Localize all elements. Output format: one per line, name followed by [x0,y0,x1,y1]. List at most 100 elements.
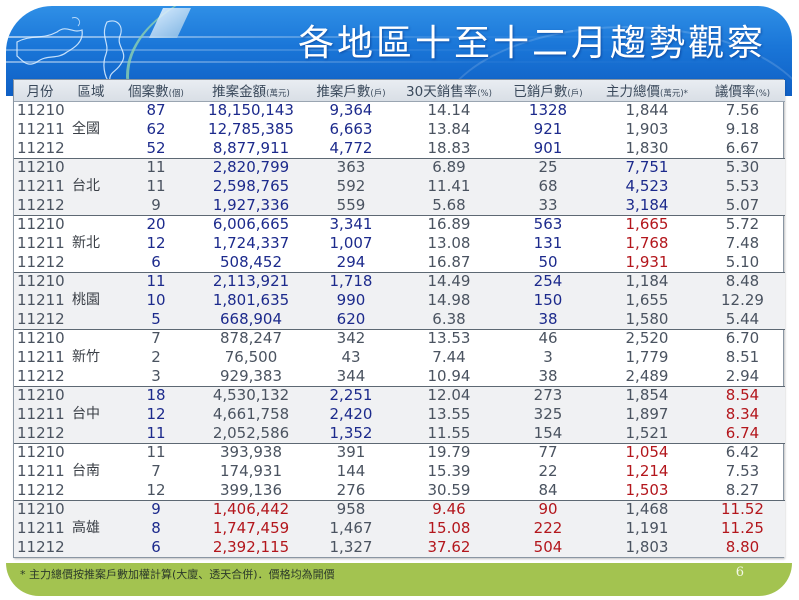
cell-sold: 154 [502,424,594,444]
cell-month: 11212 [14,253,66,273]
column-header-unit: (萬元) [266,89,290,100]
cell-price: 1,655 [594,291,700,310]
cell-discount: 7.56 [725,101,760,120]
cell-rate30: 37.62 [396,538,502,557]
table-row: 11211 全國 62 12,785,385 6,663 13.84 921 1,903 9.1… [14,120,785,139]
cell-cases: 11 [146,443,166,462]
cell-units: 6,663 [329,120,373,138]
cell-sold: 90 [502,500,594,519]
cell-month: 11212 [14,367,66,387]
table-row: 11210 87 18,150,143 9,364 14.14 1328 1,844 7.56 [14,101,785,120]
cell-region [66,158,116,177]
cell-units: 3,341 [329,215,373,234]
cell-cases: 11 [116,177,196,196]
cell-price: 1,897 [594,405,700,424]
cell-discount: 9.18 [725,120,760,138]
column-header-unit: (%) [755,89,771,100]
cell-price: 1,830 [594,139,700,159]
cell-cases: 12 [146,234,166,252]
cell-month: 11212 [14,481,66,501]
column-header-label: 主力總價 [606,84,661,101]
footer-bar: * 主力總價按推案戶數加權計算(大廈、透天合併)．價格均為開價 6 [6,563,792,596]
cell-units: 1,327 [306,538,396,557]
table-row: 11212 6 2,392,115 1,327 37.62 504 1,803 8.80 [14,538,785,557]
column-header: 30天銷售率(%) [396,80,502,102]
cell-cases: 3 [116,367,196,387]
cell-amount: 1,927,336 [196,196,306,216]
cell-region [66,481,116,501]
cell-rate30: 13.08 [427,234,471,252]
cell-units: 1,718 [306,272,396,291]
cell-month: 11212 [14,310,66,330]
cell-month: 11210 [14,272,66,291]
column-header-label: 區域 [77,84,105,101]
cell-discount: 11.25 [700,519,785,538]
cell-price: 1,580 [594,310,700,330]
table-row: 11212 12 399,136 276 30.59 84 1,503 8.27 [14,481,785,501]
cell-sold: 131 [533,234,563,252]
cell-discount: 5.44 [700,310,785,330]
table-row: 11212 52 8,877,911 4,772 18.83 901 1,830 6.67 [14,139,785,159]
cell-region [66,253,116,273]
table-row: 11210 11 2,820,799 363 6.89 25 7,751 5.30 [14,158,785,177]
cell-rate30: 30.59 [396,481,502,501]
cell-discount: 5.53 [700,177,785,196]
cell-units: 9,364 [329,101,373,120]
column-header: 推案戶數(戶) [306,80,396,102]
cell-cases: 52 [116,139,196,159]
cell-discount: 6.67 [700,139,785,159]
cell-units: 43 [341,348,361,366]
cell-discount: 2.94 [700,367,785,387]
cell-units: 144 [336,462,366,480]
cell-price: 7,751 [594,158,700,177]
cell-sold: 254 [502,272,594,291]
cell-cases: 11 [116,424,196,444]
cell-units: 1,352 [306,424,396,444]
cell-region [66,139,116,159]
column-header-label: 議價率 [714,84,756,101]
cell-amount: 1,801,635 [196,291,306,310]
column-header-unit: (萬元)* [660,89,688,100]
cell-amount: 2,820,799 [196,158,306,177]
cell-discount: 8.27 [700,481,785,501]
cell-discount: 5.07 [700,196,785,216]
cell-cases: 5 [116,310,196,330]
cell-discount: 5.72 [725,215,760,234]
column-header: 已銷戶數(戶) [502,80,594,102]
cell-region [66,196,116,216]
footnote: * 主力總價按推案戶數加權計算(大廈、透天合併)．價格均為開價 [20,568,335,581]
cell-rate30: 13.84 [427,120,471,138]
cell-region: 全國 [72,121,100,137]
column-header-label: 推案金額 [212,84,267,101]
cell-discount: 8.48 [700,272,785,291]
cell-amount: 8,877,911 [196,139,306,159]
cell-price: 1,803 [594,538,700,557]
cell-month: 11212 [14,196,66,216]
cell-region [66,538,116,557]
cell-amount: 2,392,115 [196,538,306,557]
table-row: 11211 台北 11 2,598,765 592 11.41 68 4,523 5.53 [14,177,785,196]
cell-month: 11212 [14,139,66,159]
trend-table: 月份 區域 個案數(個) 推案金額(萬元) 推案戶數(戶) 30天銷售率(%) 已銷戶數(戶… [13,79,785,558]
cell-price: 1,521 [594,424,700,444]
cell-cases: 11 [116,158,196,177]
cell-amount: 2,598,765 [196,177,306,196]
cell-units: 342 [336,329,366,348]
page-number: 6 [735,565,744,580]
table-row: 11210 7 878,247 342 13.53 46 2,520 6.70 [14,329,785,348]
column-header: 個案數(個) [116,80,196,102]
cell-region: 台南 [72,463,100,479]
cell-rate30: 15.08 [396,519,502,538]
cell-rate30: 14.14 [427,101,471,120]
cell-discount: 5.10 [700,253,785,273]
cell-region: 新北 [72,235,100,251]
cell-price: 2,489 [594,367,700,387]
cell-cases: 9 [116,196,196,216]
cell-amount: 4,530,132 [196,386,306,405]
table-row: 11212 9 1,927,336 559 5.68 33 3,184 5.07 [14,196,785,216]
cell-rate30: 15.39 [427,462,471,480]
cell-discount: 6.74 [700,424,785,444]
cell-amount: 1,724,337 [212,234,290,252]
cell-region [66,367,116,387]
cell-sold: 504 [502,538,594,557]
